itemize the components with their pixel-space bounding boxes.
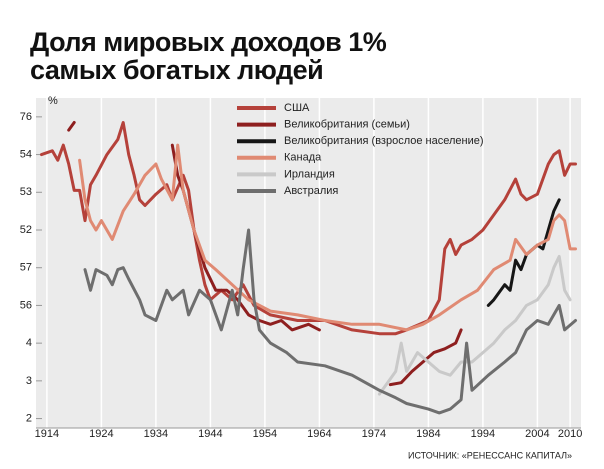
series-line — [83, 228, 577, 415]
series-line — [40, 121, 577, 336]
y-tick-label: 3 — [26, 375, 32, 387]
y-tick-label: 57 — [20, 262, 32, 274]
x-tick-label: 1934 — [144, 428, 168, 440]
x-tick-label: 1994 — [471, 428, 495, 440]
y-tick-label: 52 — [20, 224, 32, 236]
legend-label: Великобритания (семьи) — [284, 119, 410, 131]
y-tick-label: 2 — [26, 412, 32, 424]
y-tick-label: 76 — [20, 111, 32, 123]
x-tick-label: 1914 — [35, 428, 59, 440]
legend-label: Австралия — [284, 185, 338, 197]
y-axis-label: % — [48, 95, 58, 107]
y-tick-label: 53 — [20, 186, 32, 198]
x-tick-label: 1954 — [253, 428, 277, 440]
legend-label: Великобритания (взрослое население) — [284, 135, 484, 147]
x-tick-label: 1974 — [362, 428, 386, 440]
chart-title: Доля мировых доходов 1% — [30, 27, 387, 57]
series-line — [377, 254, 572, 396]
x-tick-label: 1944 — [198, 428, 222, 440]
legend-label: США — [284, 102, 310, 114]
y-tick-label: 54 — [20, 148, 32, 160]
chart-title: самых богатых людей — [30, 55, 323, 85]
y-tick-label: 4 — [26, 337, 32, 349]
series-line — [486, 198, 561, 307]
legend-label: Канада — [284, 152, 322, 164]
series-line — [78, 143, 577, 332]
x-tick-label: 1924 — [89, 428, 113, 440]
x-tick-label: 1964 — [307, 428, 331, 440]
plot-area — [36, 98, 581, 428]
source: ИСТОЧНИК: «РЕНЕССАНС КАПИТАЛ» — [408, 450, 572, 460]
x-tick-label: 1984 — [416, 428, 440, 440]
x-tick-label: 2004 — [525, 428, 549, 440]
legend-label: Ирландия — [284, 168, 335, 180]
y-tick-label: 56 — [20, 299, 32, 311]
x-tick-label: 2010 — [558, 428, 582, 440]
